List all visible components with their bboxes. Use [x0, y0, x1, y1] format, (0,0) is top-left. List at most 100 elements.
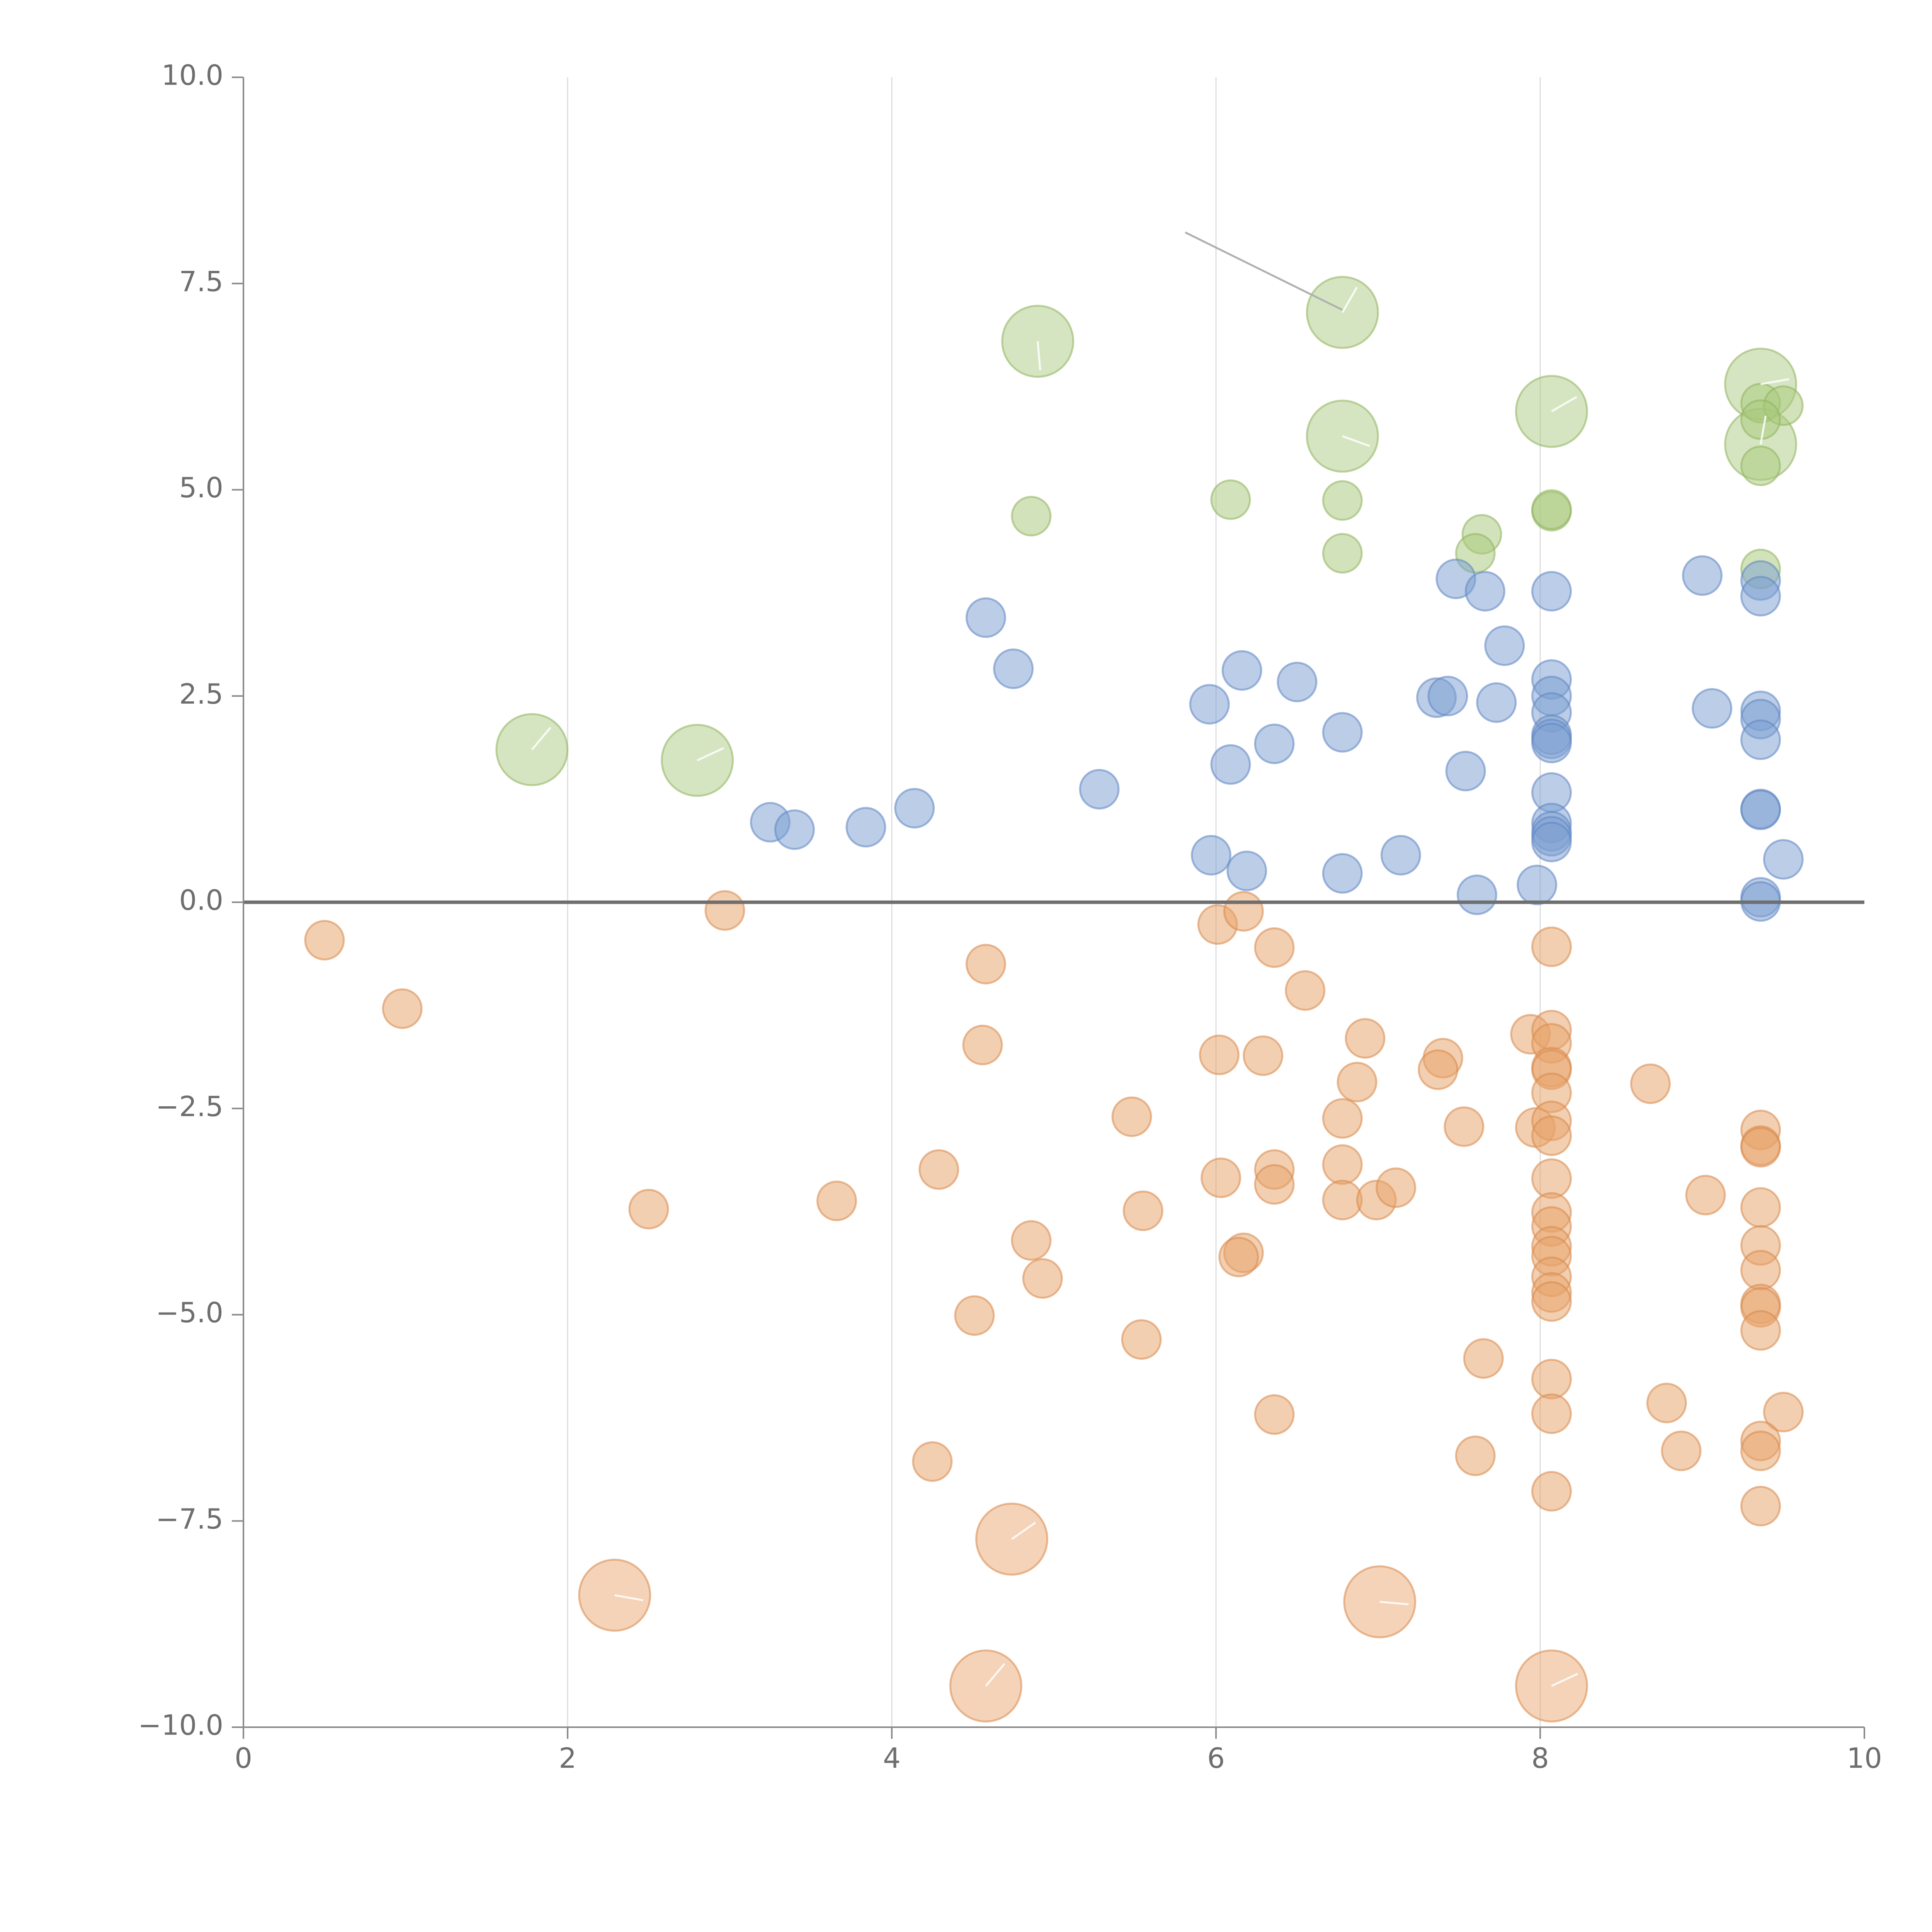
bubble-orange: [382, 988, 423, 1029]
bubble-blue: [1254, 723, 1295, 764]
bubble-blue: [774, 809, 815, 850]
bubble-orange: [1444, 1106, 1485, 1147]
y-tick-label: 7.5: [179, 265, 223, 298]
leader-line: [1342, 435, 1370, 447]
leader-line: [1551, 396, 1577, 412]
bubble-orange: [304, 920, 345, 961]
leader-line: [1342, 287, 1358, 313]
bubble-orange: [1022, 1258, 1063, 1299]
leader-line: [1379, 1600, 1409, 1605]
bubble-blue: [1322, 712, 1363, 753]
bubble-blue: [1531, 571, 1572, 612]
bubble-orange: [1337, 1061, 1378, 1102]
bubble-blue: [1531, 821, 1572, 862]
bubble-blue: [1079, 769, 1120, 810]
bubble-orange: [1254, 927, 1295, 968]
leader-line: [1760, 415, 1767, 445]
bubble-orange: [628, 1189, 669, 1230]
bubble-orange: [975, 1502, 1048, 1576]
bubble-orange: [1011, 1220, 1052, 1261]
bubble-green: [1306, 276, 1379, 349]
bubble-blue: [1189, 684, 1230, 725]
y-tick-label: 2.5: [179, 678, 223, 710]
bubble-blue: [1277, 662, 1318, 702]
leader-line: [614, 1594, 643, 1601]
bubble-orange: [1630, 1063, 1671, 1104]
bubble-blue: [1484, 625, 1525, 666]
bubble-orange: [704, 890, 745, 931]
bubble-orange: [1763, 1391, 1804, 1432]
bubble-orange: [1531, 1393, 1572, 1434]
bubble-blue: [845, 807, 886, 848]
leader-line: [1037, 341, 1041, 371]
y-tick-label: −5.0: [156, 1296, 223, 1329]
bubble-orange: [954, 1295, 995, 1336]
bubble-orange: [1218, 1236, 1259, 1277]
bubble-orange: [1531, 1115, 1572, 1156]
bubble-blue: [1476, 682, 1517, 723]
bubble-green: [1210, 479, 1251, 520]
bubble-orange: [1122, 1190, 1163, 1231]
bubble-orange: [1531, 1158, 1572, 1199]
bubble-green: [661, 724, 734, 797]
x-tick-label: 6: [1207, 1742, 1225, 1774]
bubble-orange: [1199, 1034, 1240, 1075]
bubble-blue: [1380, 835, 1421, 876]
bubble-blue: [1464, 571, 1505, 612]
bubble-orange: [1740, 1187, 1781, 1228]
leader-line: [697, 747, 724, 762]
bubble-blue: [1531, 723, 1572, 764]
bubble-orange: [816, 1180, 857, 1221]
y-tick-label: 5.0: [179, 471, 223, 504]
bubble-blue: [1763, 839, 1804, 880]
bubble-orange: [949, 1649, 1022, 1723]
bubble-blue: [894, 788, 935, 829]
bubble-orange: [1531, 926, 1572, 967]
bubble-green: [1740, 399, 1781, 440]
leader-line: [1011, 1522, 1036, 1540]
bubble-blue: [993, 648, 1034, 689]
bubble-blue: [1517, 864, 1558, 905]
bubble-blue: [1221, 650, 1262, 691]
bubble-green: [1011, 496, 1052, 537]
bubble-orange: [962, 1024, 1003, 1065]
bubble-blue: [1427, 675, 1468, 716]
x-tick-label: 8: [1531, 1742, 1549, 1774]
bubble-orange: [1455, 1435, 1496, 1476]
bubble-green: [1740, 446, 1781, 486]
bubble-blue: [1226, 850, 1267, 891]
bubble-orange: [1740, 1127, 1781, 1168]
bubble-orange: [1111, 1096, 1152, 1137]
leader-line: [531, 726, 551, 750]
bubble-orange: [1418, 1049, 1459, 1090]
x-tick-label: 4: [883, 1742, 901, 1774]
bubble-blue: [1692, 688, 1733, 729]
bubble-orange: [1531, 1359, 1572, 1400]
bubble-orange: [1121, 1319, 1162, 1360]
y-tick-label: −7.5: [156, 1503, 223, 1535]
bubble-orange: [1223, 891, 1264, 932]
bubble-green: [1531, 489, 1572, 530]
bubble-blue: [1682, 555, 1723, 596]
bubble-orange: [1646, 1383, 1687, 1423]
bubble-orange: [1345, 1018, 1386, 1059]
bubble-orange: [1285, 970, 1326, 1011]
y-tick-label: −10.0: [138, 1709, 223, 1742]
bubble-blue: [1190, 835, 1231, 876]
bubble-orange: [1661, 1430, 1702, 1471]
bubble-blue: [1740, 576, 1781, 617]
bubble-orange: [1740, 1310, 1781, 1351]
bubble-blue: [1210, 744, 1251, 785]
bubble-orange: [1322, 1180, 1363, 1221]
bubble-orange: [1685, 1175, 1726, 1216]
bubble-green: [1322, 480, 1363, 521]
bubble-orange: [1376, 1167, 1417, 1208]
bubble-orange: [1243, 1035, 1284, 1076]
bubble-blue: [1740, 719, 1781, 760]
y-tick-label: −2.5: [156, 1090, 223, 1122]
leader-line: [985, 1663, 1005, 1687]
bubble-orange: [912, 1441, 953, 1482]
bubble-orange: [1740, 1430, 1781, 1471]
bubble-blue: [1456, 874, 1497, 915]
bubble-orange: [1740, 1486, 1781, 1527]
